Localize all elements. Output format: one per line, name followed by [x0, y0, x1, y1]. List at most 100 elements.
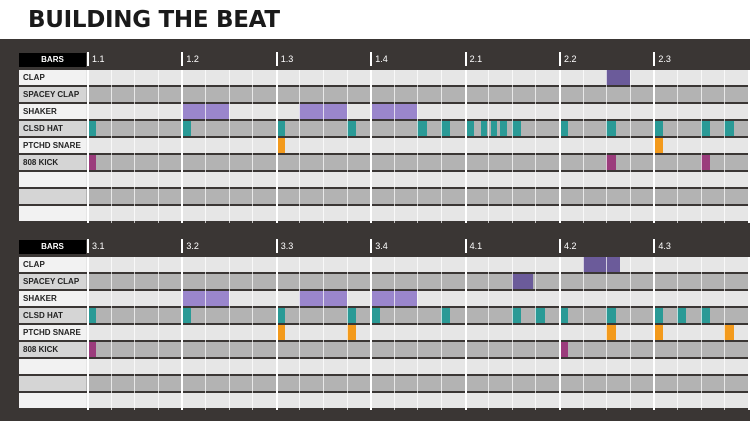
- step-block[interactable]: [606, 70, 630, 85]
- beat-line: [393, 70, 395, 223]
- bar-line: [275, 257, 278, 410]
- step-block[interactable]: [606, 121, 616, 136]
- step-block[interactable]: [87, 121, 97, 136]
- bar-line: [653, 70, 656, 223]
- step-block[interactable]: [346, 121, 357, 136]
- step-block[interactable]: [582, 257, 621, 272]
- step-block[interactable]: [511, 121, 522, 136]
- step-block[interactable]: [464, 121, 475, 136]
- step-block[interactable]: [87, 308, 97, 323]
- step-block[interactable]: [559, 308, 569, 323]
- step-block[interactable]: [481, 121, 488, 136]
- step-block[interactable]: [417, 121, 427, 136]
- track-row[interactable]: [19, 189, 750, 206]
- track-row[interactable]: CLSD HAT: [19, 121, 750, 138]
- step-block[interactable]: [181, 308, 191, 323]
- step-block[interactable]: [559, 342, 569, 357]
- step-block[interactable]: [370, 104, 418, 119]
- beat-line: [205, 70, 206, 223]
- track-row[interactable]: [19, 206, 750, 223]
- track-row-background: [19, 87, 750, 102]
- bar-line: [747, 70, 750, 223]
- beat-line: [488, 70, 490, 223]
- beat-line: [629, 257, 631, 410]
- step-block[interactable]: [346, 325, 357, 340]
- bar-line: [87, 70, 89, 223]
- step-block[interactable]: [181, 121, 191, 136]
- track-label: [19, 376, 86, 391]
- step-block[interactable]: [181, 291, 229, 306]
- track-row[interactable]: CLAP: [19, 257, 750, 274]
- bar-line: [370, 70, 373, 223]
- beat-line: [252, 70, 254, 223]
- step-block[interactable]: [87, 155, 97, 170]
- beat-line: [157, 70, 159, 223]
- track-row[interactable]: CLSD HAT: [19, 308, 750, 325]
- step-block[interactable]: [87, 342, 97, 357]
- track-label: 808 KICK: [19, 342, 86, 357]
- track-row[interactable]: [19, 376, 750, 393]
- track-row[interactable]: PTCHD SNARE: [19, 325, 750, 342]
- track-label: [19, 172, 86, 187]
- bar-line: [370, 257, 373, 410]
- track-row[interactable]: [19, 359, 750, 376]
- step-block[interactable]: [275, 138, 286, 153]
- step-block[interactable]: [299, 104, 347, 119]
- step-block[interactable]: [606, 325, 616, 340]
- step-block[interactable]: [653, 138, 663, 153]
- step-block[interactable]: [724, 121, 734, 136]
- beat-line: [606, 257, 608, 410]
- track-row-background: [19, 257, 750, 272]
- track-label: [19, 189, 86, 204]
- step-block[interactable]: [441, 308, 451, 323]
- track-row[interactable]: 808 KICK: [19, 342, 750, 359]
- track-row-background: [19, 376, 750, 391]
- bar-tick-label: 1.4: [370, 52, 388, 66]
- step-block[interactable]: [700, 308, 711, 323]
- step-block[interactable]: [606, 155, 616, 170]
- track-row[interactable]: 808 KICK: [19, 155, 750, 172]
- track-row[interactable]: SPACEY CLAP: [19, 274, 750, 291]
- track-row[interactable]: [19, 172, 750, 189]
- track-label: CLAP: [19, 257, 86, 272]
- step-block[interactable]: [559, 121, 569, 136]
- step-block[interactable]: [511, 274, 534, 289]
- step-block[interactable]: [346, 308, 357, 323]
- beat-line: [582, 70, 584, 223]
- step-block[interactable]: [370, 308, 380, 323]
- step-block[interactable]: [511, 308, 522, 323]
- beat-line: [417, 257, 419, 410]
- step-block[interactable]: [700, 155, 711, 170]
- bar-tick-label: 1.3: [275, 52, 293, 66]
- step-block[interactable]: [299, 291, 347, 306]
- step-block[interactable]: [653, 325, 663, 340]
- beat-line: [441, 70, 442, 223]
- track-row[interactable]: CLAP: [19, 70, 750, 87]
- step-block[interactable]: [500, 121, 508, 136]
- step-block[interactable]: [535, 308, 545, 323]
- step-block[interactable]: [181, 104, 229, 119]
- beat-line: [346, 70, 348, 223]
- step-block[interactable]: [677, 308, 687, 323]
- step-block[interactable]: [653, 121, 663, 136]
- bar-tick-label: 3.2: [181, 239, 199, 253]
- step-block[interactable]: [490, 121, 497, 136]
- step-block[interactable]: [441, 121, 451, 136]
- track-row[interactable]: SPACEY CLAP: [19, 87, 750, 104]
- step-block[interactable]: [700, 121, 711, 136]
- step-block[interactable]: [653, 308, 663, 323]
- title-bar: BUILDING THE BEAT: [0, 0, 750, 39]
- step-block[interactable]: [606, 308, 616, 323]
- track-row[interactable]: SHAKER: [19, 291, 750, 308]
- step-block[interactable]: [370, 291, 418, 306]
- beat-line: [228, 70, 230, 223]
- step-block[interactable]: [275, 325, 286, 340]
- step-block[interactable]: [275, 308, 286, 323]
- track-row[interactable]: SHAKER: [19, 104, 750, 121]
- beat-line: [488, 257, 490, 410]
- bar-tick-label: 3.3: [275, 239, 293, 253]
- track-row[interactable]: PTCHD SNARE: [19, 138, 750, 155]
- step-block[interactable]: [724, 325, 734, 340]
- track-row[interactable]: [19, 393, 750, 410]
- step-block[interactable]: [275, 121, 286, 136]
